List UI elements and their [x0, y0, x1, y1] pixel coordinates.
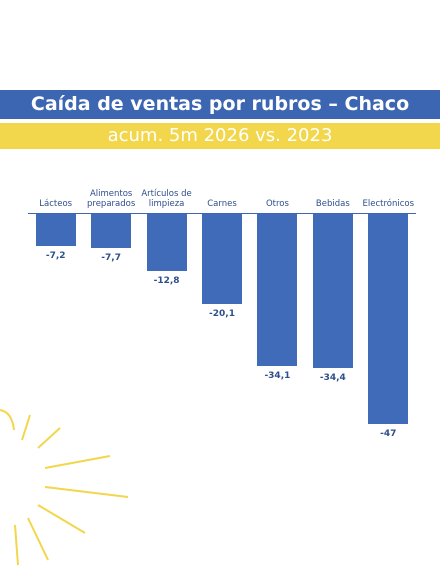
- axis-line: [28, 213, 416, 214]
- x-tick-label: Artículos de limpieza: [141, 189, 192, 209]
- x-tick-label: Electrónicos: [362, 199, 415, 209]
- bar: [91, 214, 132, 249]
- value-label: -34,1: [264, 371, 291, 382]
- x-tick-label: Lácteos: [39, 199, 73, 209]
- value-label: -20,1: [209, 308, 235, 319]
- bar: [257, 214, 298, 367]
- chart-title: Caída de ventas por rubros – Chaco: [0, 90, 440, 119]
- x-tick-label: Alimentos preparados: [87, 189, 136, 209]
- value-label: -47: [380, 429, 397, 439]
- x-tick-label: Otros: [265, 199, 289, 209]
- value-label: -7,7: [101, 253, 121, 264]
- chart-subtitle: acum. 5m 2026 vs. 2023: [0, 123, 440, 149]
- bar: [146, 214, 187, 272]
- bar: [312, 214, 353, 368]
- value-label: -12,8: [153, 276, 180, 287]
- value-label: -7,2: [45, 251, 66, 262]
- bar: [368, 214, 409, 424]
- rays: [0, 409, 129, 566]
- x-tick-label: Carnes: [207, 199, 237, 209]
- x-tick-label: Bebidas: [315, 199, 350, 209]
- bar: [35, 214, 76, 247]
- value-label: -34,4: [319, 372, 346, 383]
- bar: [202, 214, 242, 304]
